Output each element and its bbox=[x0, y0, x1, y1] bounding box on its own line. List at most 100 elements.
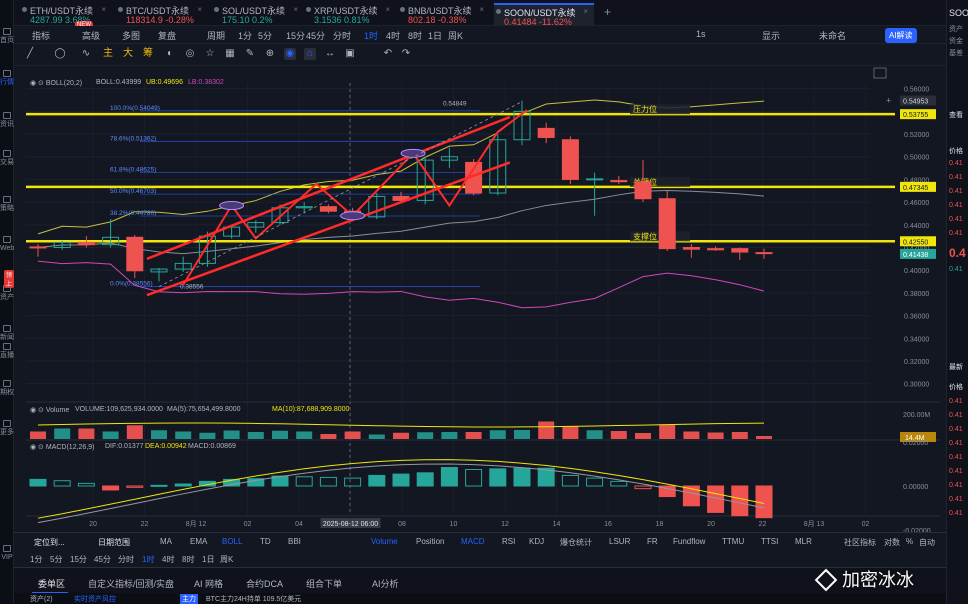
toolbar-item[interactable]: 45分 bbox=[306, 31, 326, 41]
chart-tool-icon[interactable]: ⌂ bbox=[304, 48, 316, 60]
indicator-toggle[interactable]: KDJ bbox=[529, 537, 545, 546]
toolbar-right-item[interactable]: 未命名 bbox=[819, 31, 847, 41]
chart-tool-icon[interactable]: ✎ bbox=[245, 48, 255, 59]
add-tab-icon[interactable]: + bbox=[604, 5, 612, 19]
indicator-toggle[interactable]: FR bbox=[647, 537, 658, 546]
toolbar-right-item[interactable]: 1s bbox=[696, 29, 706, 39]
overlay-toggle[interactable]: 主 bbox=[103, 48, 113, 59]
symbol-tab[interactable]: ETH/USDT永续 4287.99 3.68% × bbox=[20, 3, 112, 25]
interval-button[interactable]: 15分 bbox=[70, 555, 87, 564]
panel-tab[interactable]: AI分析 bbox=[372, 579, 399, 589]
indicator-toggle[interactable]: TD bbox=[260, 537, 271, 546]
chart-tool-icon[interactable]: ◐ bbox=[166, 48, 174, 59]
indicator-toggle[interactable]: 爆仓统计 bbox=[560, 538, 592, 547]
indicator-toggle[interactable]: MLR bbox=[795, 537, 812, 546]
draw-tool-icon[interactable]: ◯ bbox=[54, 48, 66, 59]
indicator-toggle[interactable]: 自动 bbox=[919, 538, 935, 547]
chart-tool-icon[interactable]: ⊕ bbox=[265, 48, 275, 59]
indicator-toggle[interactable]: LSUR bbox=[609, 537, 631, 546]
indicator-toggle[interactable]: Position bbox=[416, 537, 445, 546]
sidebar-item-9[interactable]: 期权 bbox=[0, 380, 14, 397]
toolbar-item[interactable]: 指标 bbox=[32, 31, 51, 41]
close-icon[interactable]: × bbox=[101, 5, 106, 14]
sidebar-item-5[interactable]: Web3 bbox=[0, 236, 14, 253]
panel-tab[interactable]: AI 网格 bbox=[194, 579, 224, 589]
indicator-toggle[interactable]: EMA bbox=[190, 537, 208, 546]
symbol-tab[interactable]: SOL/USDT永续 175.10 0.2% × bbox=[212, 3, 304, 25]
overlay-toggle[interactable]: 筹 bbox=[143, 48, 153, 59]
sidebar-item-3[interactable]: 交易 bbox=[0, 150, 14, 167]
close-icon[interactable]: × bbox=[385, 5, 390, 14]
goto-button[interactable]: 定位到... bbox=[34, 538, 65, 547]
toolbar-item[interactable]: 高级 bbox=[82, 31, 101, 41]
interval-button[interactable]: 1日 bbox=[202, 555, 215, 564]
interval-button[interactable]: 8时 bbox=[182, 555, 195, 564]
interval-button[interactable]: 1分 bbox=[30, 555, 43, 564]
toolbar-item[interactable]: 15分 bbox=[286, 31, 306, 41]
interval-button[interactable]: 周K bbox=[220, 555, 234, 564]
toolbar-item[interactable]: 1时 bbox=[364, 31, 379, 41]
indicator-toggle[interactable]: % bbox=[906, 537, 914, 546]
indicator-toggle[interactable]: TTMU bbox=[722, 537, 745, 546]
date-range-button[interactable]: 日期范围 bbox=[98, 538, 130, 547]
ai-interpret-button[interactable]: AI解读 bbox=[885, 28, 917, 43]
chart-tool-icon[interactable]: ◎ bbox=[185, 48, 195, 59]
indicator-toggle[interactable]: Fundflow bbox=[673, 537, 706, 546]
toolbar-item[interactable]: 多图 bbox=[122, 31, 141, 41]
interval-button[interactable]: 4时 bbox=[162, 555, 175, 564]
symbol-tab[interactable]: SOON/USDT永续 0.41484 -11.62% × bbox=[494, 3, 594, 27]
indicator-toggle[interactable]: BOLL bbox=[222, 537, 243, 546]
toolbar-item[interactable]: 1日 bbox=[428, 31, 443, 41]
toolbar-item[interactable]: 1分 bbox=[238, 31, 253, 41]
panel-tab[interactable]: 合约DCA bbox=[246, 579, 284, 589]
indicator-toggle[interactable]: MACD bbox=[461, 537, 485, 546]
sidebar-item-8[interactable]: 直播 bbox=[0, 343, 14, 360]
chart-tool-icon[interactable]: ☆ bbox=[205, 48, 215, 59]
chart-tool-icon[interactable]: ↔ bbox=[325, 48, 335, 59]
panel-tab[interactable]: 委单区 bbox=[38, 579, 66, 589]
indicator-toggle[interactable]: TTSI bbox=[761, 537, 779, 546]
indicator-toggle[interactable]: BBI bbox=[288, 537, 301, 546]
indicator-toggle[interactable]: MA bbox=[160, 537, 172, 546]
overlay-toggle[interactable]: 大 bbox=[123, 48, 133, 59]
sidebar-item-2[interactable]: 资讯 bbox=[0, 112, 14, 129]
sidebar-item-11[interactable]: VIP bbox=[0, 545, 14, 562]
draw-tool-icon[interactable]: ╱ bbox=[26, 48, 34, 59]
toolbar-item[interactable]: 复盘 bbox=[158, 31, 177, 41]
indicator-toggle[interactable]: 对数 bbox=[884, 538, 900, 547]
toolbar-item[interactable]: 4时 bbox=[386, 31, 401, 41]
symbol-tab[interactable]: XRP/USDT永续 3.1536 0.81% × bbox=[304, 3, 396, 25]
sidebar-item-4[interactable]: 策略 bbox=[0, 196, 14, 213]
panel-tab[interactable]: 组合下单 bbox=[306, 579, 343, 589]
close-icon[interactable]: × bbox=[197, 5, 202, 14]
toolbar-right-item[interactable]: 显示 bbox=[762, 31, 781, 41]
chart-tool-icon[interactable]: ▣ bbox=[345, 48, 355, 59]
toolbar-item[interactable]: 分时 bbox=[333, 31, 352, 41]
footer-item[interactable]: 实时资产风控 bbox=[74, 596, 116, 603]
indicator-toggle[interactable]: 社区指标 bbox=[844, 538, 876, 547]
sidebar-item-0[interactable]: 首页 bbox=[0, 28, 14, 45]
close-icon[interactable]: × bbox=[583, 7, 588, 16]
close-icon[interactable]: × bbox=[293, 5, 298, 14]
interval-button[interactable]: 1时 bbox=[142, 555, 155, 564]
interval-button[interactable]: 45分 bbox=[94, 555, 111, 564]
sidebar-item-7[interactable]: 新闻 bbox=[0, 325, 14, 342]
panel-tab[interactable]: 自定义指标/回测/实盘 bbox=[88, 579, 175, 589]
indicator-toggle[interactable]: RSI bbox=[502, 537, 516, 546]
draw-tool-icon[interactable]: ∿ bbox=[81, 48, 91, 59]
close-icon[interactable]: × bbox=[479, 5, 484, 14]
sidebar-item-1[interactable]: 行情 bbox=[0, 70, 14, 87]
redo-icon[interactable]: ↷ bbox=[401, 48, 411, 59]
indicator-toggle[interactable]: Volume bbox=[371, 537, 398, 546]
symbol-tab[interactable]: BNB/USDT永续 802.18 -0.38% × bbox=[398, 3, 490, 25]
symbol-tab[interactable]: BTC/USDT永续 118314.9 -0.28% × bbox=[116, 3, 208, 25]
toolbar-item[interactable]: 周期 bbox=[207, 31, 226, 41]
interval-button[interactable]: 分时 bbox=[118, 555, 134, 564]
chart-tool-icon[interactable]: ◉ bbox=[284, 48, 296, 60]
toolbar-item[interactable]: 8时 bbox=[408, 31, 423, 41]
sidebar-item-10[interactable]: 更多 bbox=[0, 420, 14, 437]
toolbar-item[interactable]: 5分 bbox=[258, 31, 273, 41]
chart-tool-icon[interactable]: ▦ bbox=[225, 48, 235, 59]
interval-button[interactable]: 5分 bbox=[50, 555, 63, 564]
